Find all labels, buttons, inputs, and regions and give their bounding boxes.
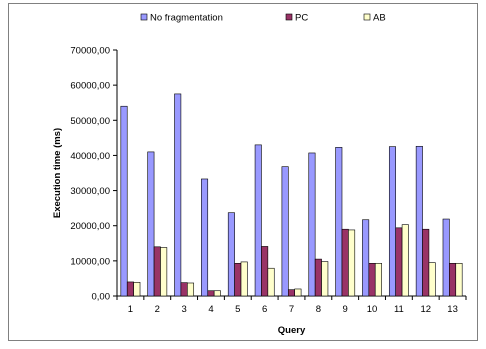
bar-ab-q11 [401, 224, 409, 297]
bar-ab-q8 [321, 261, 329, 297]
bar-no-fragmentation-q6 [254, 144, 262, 297]
bar-no-fragmentation-q3 [174, 93, 182, 297]
x-tick-label: 5 [235, 304, 240, 315]
bar-ab-q7 [294, 288, 302, 297]
legend: No fragmentation PC AB [140, 13, 386, 24]
bar-ab-q3 [187, 282, 195, 297]
bar-no-fragmentation-q9 [335, 147, 343, 297]
bar-no-fragmentation-q10 [362, 219, 370, 297]
y-tick-label: 0,00 [92, 292, 111, 303]
y-tick-label: 10000,00 [70, 256, 110, 267]
y-tick-label: 20000,00 [70, 221, 110, 232]
legend-swatch-ab [363, 13, 371, 21]
bar-pc-q12 [422, 228, 430, 297]
bar-pc-q3 [180, 282, 188, 297]
x-tick-label: 6 [262, 304, 267, 315]
x-tick-label: 8 [316, 304, 321, 315]
y-tick-label: 50000,00 [70, 116, 110, 127]
bar-pc-q11 [395, 227, 403, 297]
bar-pc-q13 [449, 263, 457, 297]
bars [120, 93, 463, 297]
axes [116, 50, 466, 297]
bar-no-fragmentation-q5 [227, 212, 235, 297]
bar-pc-q2 [153, 246, 161, 297]
bar-no-fragmentation-q4 [201, 178, 209, 297]
x-tick-label: 1 [128, 304, 133, 315]
y-tick-label: 40000,00 [70, 151, 110, 162]
x-tick-label: 2 [155, 304, 160, 315]
legend-label-ab: AB [373, 13, 386, 24]
bar-pc-q10 [368, 263, 376, 297]
x-tick-label: 11 [394, 304, 404, 315]
y-axis-ticks: 0,00 10000,00 20000,00 30000,00 40000,00 5000… [70, 46, 117, 303]
bar-no-fragmentation-q11 [388, 146, 396, 297]
x-tick-label: 10 [367, 304, 378, 315]
x-tick-label: 7 [289, 304, 294, 315]
bar-ab-q12 [428, 262, 436, 297]
legend-label-no-fragmentation: No fragmentation [150, 13, 223, 24]
legend-swatch-no-fragmentation [140, 13, 148, 21]
bar-pc-q6 [261, 246, 269, 297]
bar-no-fragmentation-q13 [442, 218, 450, 297]
bar-ab-q10 [374, 263, 382, 297]
bar-pc-q8 [314, 258, 322, 297]
bar-pc-q4 [207, 290, 215, 297]
bar-ab-q6 [267, 267, 275, 297]
x-tick-label: 4 [208, 304, 213, 315]
x-tick-label: 13 [447, 304, 458, 315]
bar-ab-q5 [240, 261, 248, 297]
bar-ab-q4 [213, 290, 221, 297]
y-tick-label: 70000,00 [70, 46, 110, 57]
x-axis-title: Query [278, 325, 306, 336]
legend-swatch-pc [285, 13, 293, 21]
bar-no-fragmentation-q12 [415, 145, 423, 297]
y-axis-title: Execution time (ms) [52, 128, 63, 218]
x-axis-ticks: 1 2 3 4 5 6 7 8 9 10 11 12 13 [116, 296, 467, 315]
x-tick-label: 3 [181, 304, 186, 315]
x-tick-label: 12 [420, 304, 431, 315]
y-tick-label: 60000,00 [70, 81, 110, 92]
bar-pc-q5 [234, 263, 242, 297]
bar-pc-q9 [341, 228, 349, 297]
bar-ab-q9 [348, 229, 356, 297]
bar-ab-q1 [133, 281, 141, 297]
bar-no-fragmentation-q8 [308, 152, 316, 297]
bar-no-fragmentation-q7 [281, 166, 289, 297]
bar-pc-q7 [287, 289, 295, 297]
bar-no-fragmentation-q2 [147, 151, 155, 297]
bar-ab-q13 [455, 263, 463, 297]
y-tick-label: 30000,00 [70, 186, 110, 197]
bar-pc-q1 [126, 281, 134, 297]
bar-ab-q2 [160, 247, 168, 297]
x-tick-label: 9 [343, 304, 348, 315]
bar-no-fragmentation-q1 [120, 105, 128, 297]
legend-label-pc: PC [295, 13, 308, 24]
